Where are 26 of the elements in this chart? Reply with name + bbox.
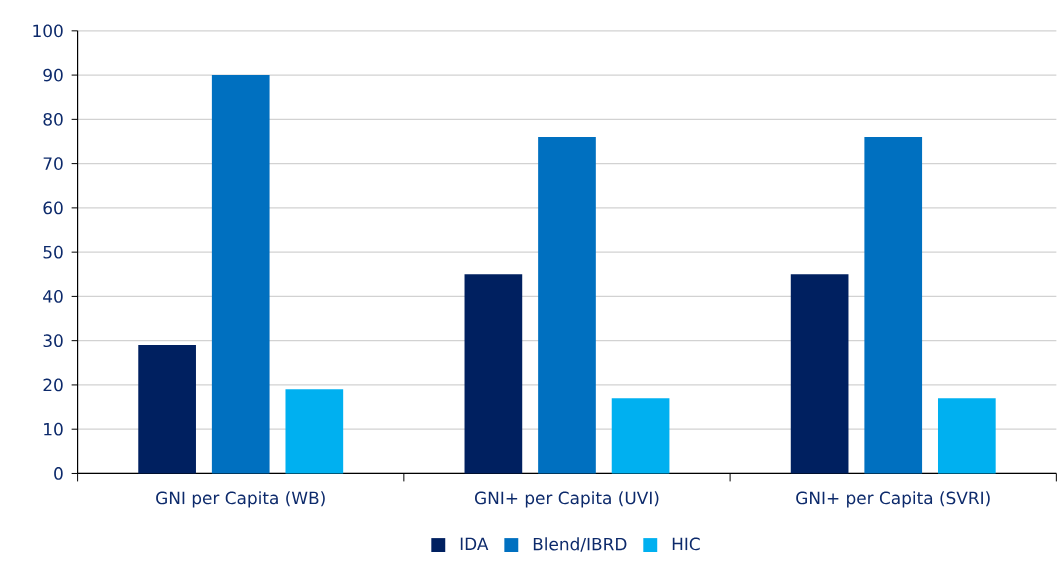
bar [464, 274, 523, 474]
legend-label: Blend/IBRD [533, 537, 627, 552]
legend-label: HIC [672, 537, 700, 551]
y-tick-label: 80 [43, 112, 63, 126]
y-tick-label: 100 [33, 24, 63, 38]
x-tick-label: GNI per Capita (WB) [156, 491, 325, 508]
bar [285, 389, 344, 474]
x-tick-label: GNI+ per Capita (UVI) [475, 491, 659, 508]
y-tick-label: 20 [43, 378, 63, 392]
bar [538, 137, 596, 474]
y-tick-label: 10 [44, 422, 63, 436]
y-tick-label: 40 [43, 290, 63, 303]
y-tick-label: 70 [43, 157, 63, 171]
y-tick-label: 50 [43, 245, 63, 259]
bar [790, 274, 849, 474]
bar [937, 398, 996, 474]
bar [864, 137, 923, 474]
bar [138, 345, 196, 474]
y-tick-label: 0 [54, 467, 63, 480]
bar [611, 398, 670, 474]
y-tick-label: 30 [43, 334, 63, 348]
y-tick-label: 90 [43, 68, 63, 82]
legend-label: IDA [460, 537, 489, 550]
y-tick-label: 60 [43, 201, 63, 215]
x-tick-label: GNI+ per Capita (SVRI) [796, 491, 990, 508]
bar [211, 75, 270, 474]
